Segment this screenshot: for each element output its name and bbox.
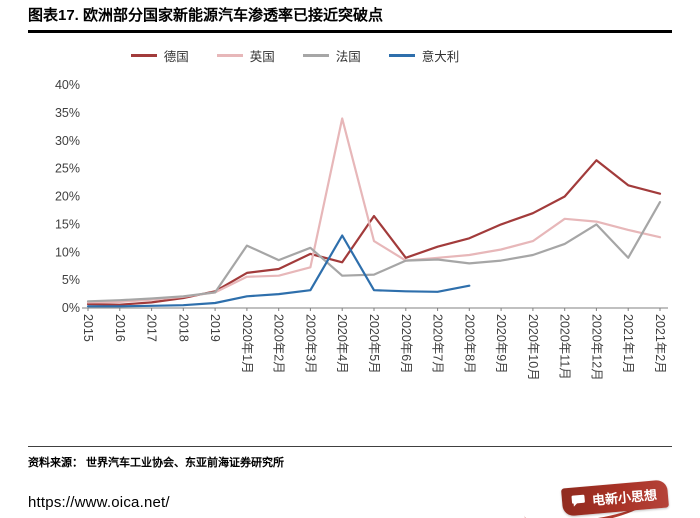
x-axis-label: 2015: [81, 314, 95, 342]
x-axis-label: 2020年9月: [494, 314, 508, 374]
x-axis-label: 2020年10月: [526, 314, 540, 381]
x-axis-label: 2019: [208, 314, 222, 342]
x-axis-label: 2020年7月: [431, 314, 445, 374]
x-axis-label: 2020年2月: [272, 314, 286, 374]
y-axis-label: 40%: [55, 78, 80, 92]
x-axis-label: 2020年12月: [589, 314, 603, 381]
figure-footer: 资料来源： 世界汽车工业协会、东亚前海证券研究所 https://www.oic…: [28, 446, 672, 518]
chart-plot: 0% 5% 10% 15% 20% 25% 30% 35% 40% 2015 2016 2017 201…: [55, 78, 668, 381]
source-note: 资料来源： 世界汽车工业协会、东亚前海证券研究所: [28, 457, 285, 469]
bottom-row: https://www.oica.net/ 电新小思想: [28, 479, 672, 518]
legend-label: 德国: [163, 49, 189, 64]
x-axis-label: 2020年4月: [335, 314, 349, 374]
brand-text: 电新小思想: [591, 487, 658, 508]
series-line-0: [86, 159, 662, 306]
brand-ribbon: 电新小思想: [560, 479, 670, 517]
y-axis-label: 25%: [55, 162, 80, 176]
y-axis-label: 10%: [55, 245, 80, 259]
legend-label: 意大利: [421, 49, 460, 64]
legend-swatch: [216, 53, 243, 57]
legend-swatch: [388, 53, 415, 57]
penetration-chart: 德国 英国 法国 意大利 0% 5% 10% 15% 20% 25% 30% 35% 40% 2015 2…: [0, 47, 700, 387]
figure-header: 图表17. 欧洲部分国家新能源汽车渗透率已接近突破点: [28, 6, 672, 33]
y-axis-label: 5%: [62, 273, 80, 287]
series-line-3: [86, 234, 471, 308]
x-axis-label: 2018: [176, 314, 190, 342]
y-axis-label: 35%: [55, 106, 80, 120]
x-axis-label: 2020年8月: [462, 314, 476, 374]
y-axis-label: 30%: [55, 134, 80, 148]
x-axis-label: 2017: [145, 314, 159, 342]
y-axis-label: 15%: [55, 217, 80, 231]
legend-swatch: [130, 53, 157, 57]
y-axis-label: 20%: [55, 190, 80, 204]
x-axis-label: 2021年1月: [621, 314, 635, 374]
x-axis-label: 2020年1月: [240, 314, 254, 374]
legend-item-1: 英国: [216, 46, 275, 65]
figure-title: 图表17. 欧洲部分国家新能源汽车渗透率已接近突破点: [28, 7, 384, 24]
brand-logo: 电新小思想: [522, 479, 672, 518]
footer-divider: [28, 446, 672, 447]
legend-item-3: 意大利: [388, 46, 460, 65]
x-axis-label: 2020年11月: [558, 314, 572, 380]
legend-swatch: [302, 53, 329, 57]
x-axis-label: 2016: [113, 314, 127, 342]
y-axis-label: 0%: [62, 301, 80, 315]
x-axis-label: 2020年6月: [399, 314, 413, 374]
series-line-2: [86, 200, 662, 303]
legend-item-0: 德国: [130, 46, 189, 65]
source-url[interactable]: https://www.oica.net/: [28, 493, 170, 511]
x-axis-label: 2021年2月: [653, 314, 667, 374]
chat-bubble-icon: [571, 494, 585, 507]
legend-label: 法国: [335, 49, 361, 64]
legend-item-2: 法国: [302, 46, 361, 65]
legend-label: 英国: [249, 49, 275, 64]
x-axis-label: 2020年3月: [303, 314, 317, 374]
chart-legend: 德国 英国 法国 意大利: [0, 46, 645, 65]
x-axis-label: 2020年5月: [367, 314, 381, 374]
